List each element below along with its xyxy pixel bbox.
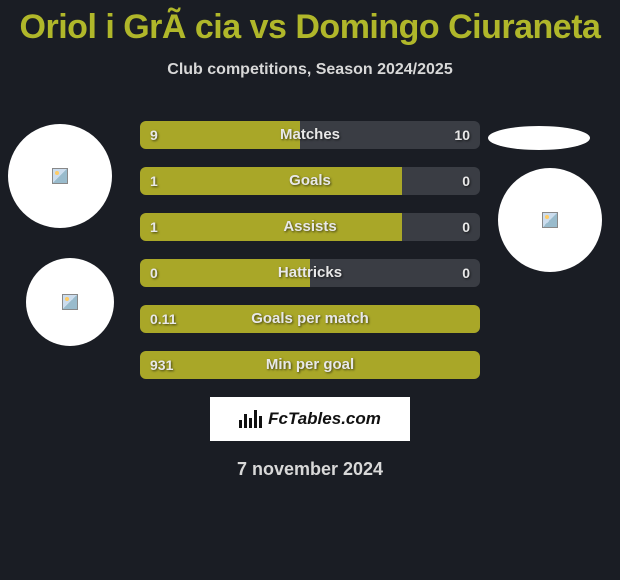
stat-value-left: 0.11 <box>150 305 176 333</box>
stat-row: Matches9 10 <box>140 121 480 149</box>
date-label: 7 november 2024 <box>0 459 620 480</box>
stat-label: Goals per match <box>140 305 480 333</box>
stat-row: Assists1 0 <box>140 213 480 241</box>
stat-row: Goals1 0 <box>140 167 480 195</box>
stat-value-right: 0 <box>462 167 470 195</box>
fctables-label: FcTables.com <box>268 409 381 429</box>
subtitle: Club competitions, Season 2024/2025 <box>0 61 620 79</box>
stat-row: Min per goal931 <box>140 351 480 379</box>
stat-value-left: 9 <box>150 121 158 149</box>
stat-label: Matches <box>140 121 480 149</box>
fctables-badge: FcTables.com <box>210 397 410 441</box>
bars-icon <box>239 410 262 428</box>
player-left-avatar-2 <box>26 258 114 346</box>
stat-value-left: 0 <box>150 259 158 287</box>
stat-value-left: 931 <box>150 351 173 379</box>
player-left-avatar-1 <box>8 124 112 228</box>
stat-label: Goals <box>140 167 480 195</box>
image-placeholder-icon <box>52 168 68 184</box>
stat-row: Goals per match0.11 <box>140 305 480 333</box>
stat-value-left: 1 <box>150 167 158 195</box>
image-placeholder-icon <box>62 294 78 310</box>
image-placeholder-icon <box>542 212 558 228</box>
player-right-avatar-2 <box>498 168 602 272</box>
stat-row: Hattricks0 0 <box>140 259 480 287</box>
page-title: Oriol i GrÃ cia vs Domingo Ciuraneta <box>0 0 620 47</box>
stat-value-right: 0 <box>462 213 470 241</box>
stat-label: Hattricks <box>140 259 480 287</box>
stat-value-right: 10 <box>454 121 470 149</box>
stat-value-left: 1 <box>150 213 158 241</box>
stat-label: Min per goal <box>140 351 480 379</box>
stat-value-right: 0 <box>462 259 470 287</box>
bars-container: Matches910Goals10Assists10Hattricks00Goa… <box>140 121 480 379</box>
player-right-avatar-1 <box>488 126 590 150</box>
stat-label: Assists <box>140 213 480 241</box>
